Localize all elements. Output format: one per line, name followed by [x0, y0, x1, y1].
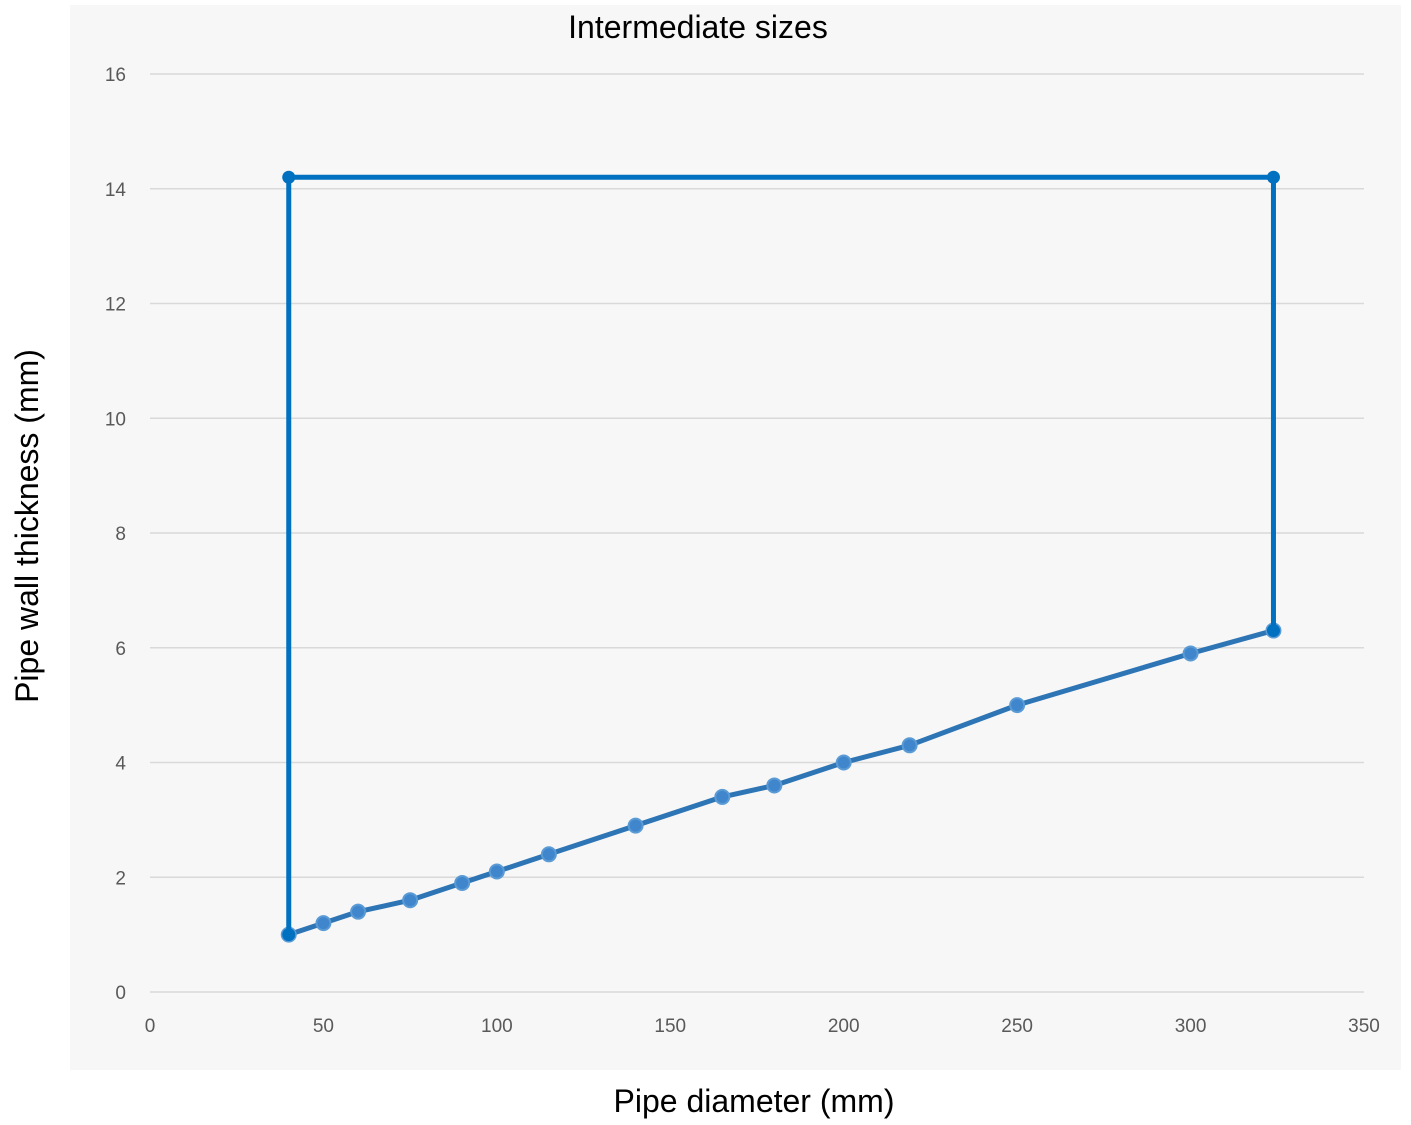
x-tick-label: 100 — [481, 1016, 513, 1037]
y-tick-label: 10 — [105, 409, 126, 430]
data-point-intermediate — [315, 915, 332, 932]
tick-layer: 0 2 4 6 8 10 12 14 16 0 50 100 150 200 250 300 350 — [105, 65, 1380, 1037]
x-axis-title: Pipe diameter (mm) — [614, 1083, 895, 1119]
x-tick-label: 0 — [145, 1016, 156, 1037]
series-layer — [280, 170, 1282, 943]
grid-layer — [150, 73, 1364, 993]
data-point-intermediate — [1009, 697, 1026, 714]
data-point-intermediate — [835, 754, 852, 771]
y-tick-label: 14 — [105, 180, 127, 201]
data-point-intermediate — [901, 737, 918, 754]
plot-background — [70, 5, 1401, 1070]
y-tick-label: 16 — [105, 65, 126, 86]
data-point-intermediate — [714, 788, 731, 805]
data-point-envelope — [282, 928, 296, 942]
chart-title: Intermediate sizes — [568, 9, 828, 45]
data-point-envelope — [282, 170, 296, 184]
x-tick-label: 300 — [1175, 1016, 1207, 1037]
y-tick-label: 8 — [115, 524, 126, 545]
series-line-envelope — [286, 174, 1276, 938]
x-tick-label: 50 — [313, 1016, 334, 1037]
data-point-envelope — [1266, 624, 1280, 638]
data-point-envelope — [1266, 170, 1280, 184]
data-point-intermediate — [540, 846, 557, 863]
x-tick-label: 250 — [1001, 1016, 1033, 1037]
y-tick-label: 4 — [115, 754, 126, 775]
data-point-intermediate — [402, 892, 419, 909]
y-tick-label: 0 — [115, 983, 126, 1004]
data-point-intermediate — [488, 863, 505, 880]
data-point-intermediate — [454, 874, 471, 891]
data-point-intermediate — [627, 817, 644, 834]
x-tick-label: 200 — [828, 1016, 860, 1037]
data-point-intermediate — [766, 777, 783, 794]
y-tick-label: 2 — [115, 868, 126, 889]
x-tick-label: 350 — [1348, 1016, 1380, 1037]
y-tick-label: 12 — [105, 295, 126, 316]
data-point-intermediate — [350, 903, 367, 920]
x-tick-label: 150 — [654, 1016, 686, 1037]
data-point-intermediate — [1182, 645, 1199, 662]
y-axis-title: Pipe wall thickness (mm) — [9, 349, 45, 703]
y-tick-label: 6 — [115, 639, 126, 660]
